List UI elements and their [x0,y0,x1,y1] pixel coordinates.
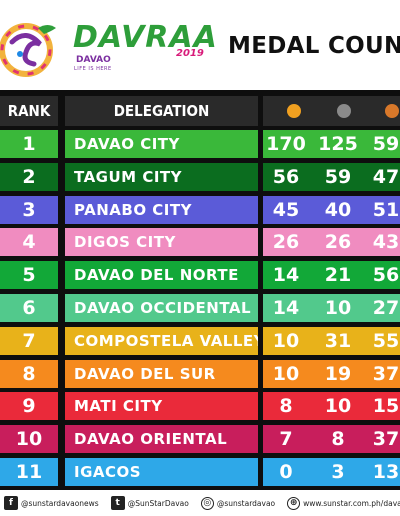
silver-count-cell: 40 [320,196,356,224]
brand-year: 2019 [176,48,204,59]
gold-count-cell: 45 [268,196,304,224]
silver-count-cell: 26 [320,228,356,256]
table-row: 8 DAVAO DEL SUR 10 19 37 [0,360,400,388]
table-row: 1 DAVAO CITY 170 125 59 [0,130,400,158]
silver-count-cell: 125 [320,130,356,158]
rank-cell: 4 [0,228,58,256]
delegation-cell: DAVAO DEL SUR [65,360,258,388]
bronze-count-cell: 56 [368,261,400,289]
facebook-icon: f [4,496,18,510]
gold-count-cell: 14 [268,261,304,289]
bronze-count-cell: 43 [368,228,400,256]
footer-item[interactable]: ⊕ www.sunstar.com.ph/davao [287,497,400,510]
gold-count-cell: 0 [268,458,304,486]
delegation-cell: TAGUM CITY [65,163,258,191]
table-row: 4 DIGOS CITY 26 26 43 [0,228,400,256]
footer-label: @sunstardavaonews [21,499,99,508]
globe-icon: ⊕ [287,497,300,510]
rank-cell: 9 [0,392,58,420]
footer-item[interactable]: f @sunstardavaonews [4,496,99,510]
gold-medal-icon [287,104,301,118]
rank-cell: 5 [0,261,58,289]
silver-count-cell: 10 [320,392,356,420]
table-row: 3 PANABO CITY 45 40 51 [0,196,400,224]
silver-count-cell: 31 [320,327,356,355]
delegation-cell: IGACOS [65,458,258,486]
delegation-cell: DAVAO OCCIDENTAL [65,294,258,322]
rank-cell: 1 [0,130,58,158]
delegation-cell: MATI CITY [65,392,258,420]
instagram-icon: ◎ [201,497,214,510]
silver-count-cell: 59 [320,163,356,191]
delegation-cell: DAVAO DEL NORTE [65,261,258,289]
davraa-logo-icon [0,14,60,80]
footer: f @sunstardavaonews t @SunStarDavao ◎ @sunsta… [0,490,400,516]
bronze-count-cell: 37 [368,360,400,388]
twitter-icon: t [111,496,125,510]
silver-count-cell: 3 [320,458,356,486]
delegation-cell: DAVAO ORIENTAL [65,425,258,453]
gold-count-cell: 14 [268,294,304,322]
delegation-cell: DAVAO CITY [65,130,258,158]
table-row: 9 MATI CITY 8 10 15 [0,392,400,420]
bronze-medal-icon [385,104,399,118]
silver-count-cell: 8 [320,425,356,453]
rank-cell: 3 [0,196,58,224]
delegation-cell: PANABO CITY [65,196,258,224]
gold-count-cell: 10 [268,327,304,355]
table-row: 2 TAGUM CITY 56 59 47 [0,163,400,191]
bronze-count-cell: 15 [368,392,400,420]
bronze-count-cell: 13 [368,458,400,486]
gold-count-cell: 10 [268,360,304,388]
gold-count-cell: 170 [268,130,304,158]
footer-item[interactable]: t @SunStarDavao [111,496,189,510]
bronze-count-cell: 51 [368,196,400,224]
table-row: 10 DAVAO ORIENTAL 7 8 37 [0,425,400,453]
footer-label: www.sunstar.com.ph/davao [303,499,400,508]
medal-column-header [263,96,400,126]
rank-cell: 10 [0,425,58,453]
gold-count-cell: 26 [268,228,304,256]
table-row: 6 DAVAO OCCIDENTAL 14 10 27 [0,294,400,322]
bronze-count-cell: 37 [368,425,400,453]
header: DAVRAA 2019 DAVAO LIFE IS HERE MEDAL COU… [0,0,400,90]
footer-item[interactable]: ◎ @sunstardavao [201,497,275,510]
rank-cell: 7 [0,327,58,355]
gold-count-cell: 7 [268,425,304,453]
silver-count-cell: 21 [320,261,356,289]
bronze-count-cell: 55 [368,327,400,355]
bronze-count-cell: 47 [368,163,400,191]
silver-count-cell: 10 [320,294,356,322]
silver-count-cell: 19 [320,360,356,388]
page-title: MEDAL COUNT [228,33,400,59]
silver-medal-icon [337,104,351,118]
delegation-cell: DIGOS CITY [65,228,258,256]
rank-column-header: RANK [0,96,58,126]
table-row: 11 IGACOS 0 3 13 [0,458,400,486]
gold-count-cell: 8 [268,392,304,420]
rank-cell: 2 [0,163,58,191]
gold-count-cell: 56 [268,163,304,191]
footer-label: @sunstardavao [217,499,275,508]
delegation-column-header: DELEGATION [65,96,258,126]
rank-cell: 8 [0,360,58,388]
brand-sub: DAVAO [76,55,111,65]
rank-cell: 6 [0,294,58,322]
bronze-count-cell: 27 [368,294,400,322]
table-row: 5 DAVAO DEL NORTE 14 21 56 [0,261,400,289]
rank-cell: 11 [0,458,58,486]
brand-tagline: LIFE IS HERE [74,66,112,72]
table-row: 7 COMPOSTELA VALLEY 10 31 55 [0,327,400,355]
bronze-count-cell: 59 [368,130,400,158]
delegation-cell: COMPOSTELA VALLEY [65,327,258,355]
footer-label: @SunStarDavao [128,499,189,508]
